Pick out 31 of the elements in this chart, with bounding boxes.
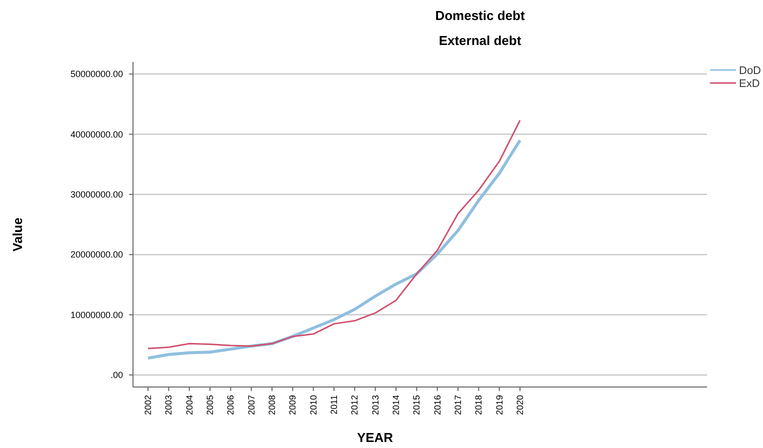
x-tick-label: 2011 (329, 395, 339, 414)
x-tick-label: 2009 (288, 395, 298, 416)
x-tick-label: 2003 (164, 395, 174, 416)
x-tick-label: 2013 (370, 395, 380, 416)
x-tick-label: 2005 (205, 395, 215, 416)
chart-title: Domestic debt (435, 8, 526, 23)
x-tick-label: 2017 (453, 395, 463, 416)
x-tick-label: 2016 (432, 395, 442, 416)
y-tick-label: 10000000.00 (70, 310, 123, 320)
x-tick-label: 2015 (412, 395, 422, 416)
y-tick-label: 40000000.00 (70, 129, 123, 140)
x-tick-label: 2014 (391, 395, 401, 416)
y-axis-title: Value (10, 218, 25, 252)
chart-subtitle: External debt (438, 33, 522, 48)
y-tick-label: 30000000.00 (70, 190, 123, 200)
x-tick-label: 2019 (494, 395, 504, 416)
x-axis-title: YEAR (356, 430, 394, 445)
x-tick-label: 2004 (184, 395, 194, 416)
x-tick-label: 2012 (350, 395, 360, 416)
legend-label: ExD (739, 78, 760, 90)
y-tick-label: .00 (110, 370, 123, 380)
y-tick-label: 50000000.00 (70, 69, 123, 80)
x-tick-label: 2010 (308, 395, 318, 416)
x-tick-label: 2007 (246, 395, 256, 416)
x-tick-label: 2020 (515, 395, 525, 416)
x-tick-label: 2018 (474, 395, 484, 416)
x-tick-label: 2006 (226, 395, 236, 416)
y-tick-label: 20000000.00 (70, 250, 123, 260)
x-tick-label: 2008 (267, 395, 277, 416)
legend-label: DoD (739, 64, 762, 77)
x-tick-label: 2002 (143, 395, 153, 416)
